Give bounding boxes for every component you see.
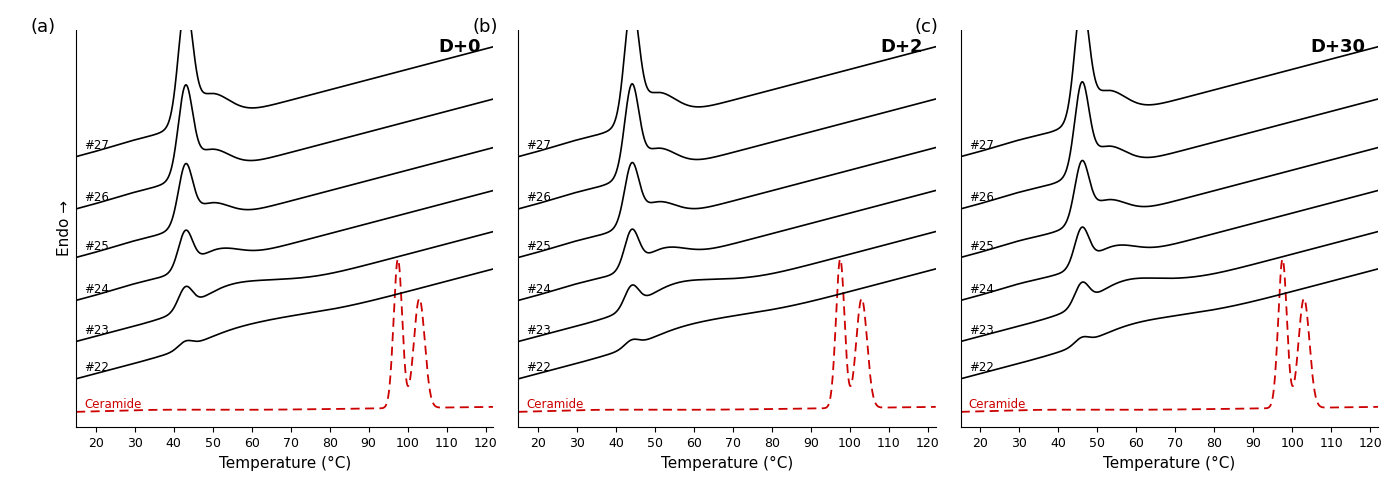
Text: #24: #24: [526, 283, 551, 296]
Text: #22: #22: [968, 361, 993, 374]
Text: #25: #25: [526, 240, 551, 253]
Text: (a): (a): [30, 18, 55, 36]
Text: Ceramide: Ceramide: [84, 399, 141, 412]
Text: #26: #26: [968, 191, 993, 204]
Text: D+2: D+2: [881, 38, 924, 56]
Text: #25: #25: [968, 240, 993, 253]
Text: #22: #22: [526, 361, 551, 374]
Text: #24: #24: [84, 283, 109, 296]
Text: #27: #27: [84, 139, 109, 152]
Text: (c): (c): [915, 18, 939, 36]
Text: #24: #24: [968, 283, 993, 296]
X-axis label: Temperature (°C): Temperature (°C): [219, 455, 350, 471]
X-axis label: Temperature (°C): Temperature (°C): [1104, 455, 1235, 471]
Text: #25: #25: [84, 240, 109, 253]
Text: Ceramide: Ceramide: [526, 399, 583, 412]
Text: Ceramide: Ceramide: [968, 399, 1026, 412]
Text: #23: #23: [526, 324, 551, 337]
Text: #27: #27: [526, 139, 551, 152]
Text: #26: #26: [84, 191, 109, 204]
X-axis label: Temperature (°C): Temperature (°C): [661, 455, 794, 471]
Text: (b): (b): [472, 18, 499, 36]
Text: D+30: D+30: [1310, 38, 1366, 56]
Y-axis label: Endo →: Endo →: [57, 201, 72, 256]
Text: #26: #26: [526, 191, 551, 204]
Text: D+0: D+0: [439, 38, 481, 56]
Text: #27: #27: [968, 139, 993, 152]
Text: #22: #22: [84, 361, 109, 374]
Text: #23: #23: [968, 324, 993, 337]
Text: #23: #23: [84, 324, 109, 337]
